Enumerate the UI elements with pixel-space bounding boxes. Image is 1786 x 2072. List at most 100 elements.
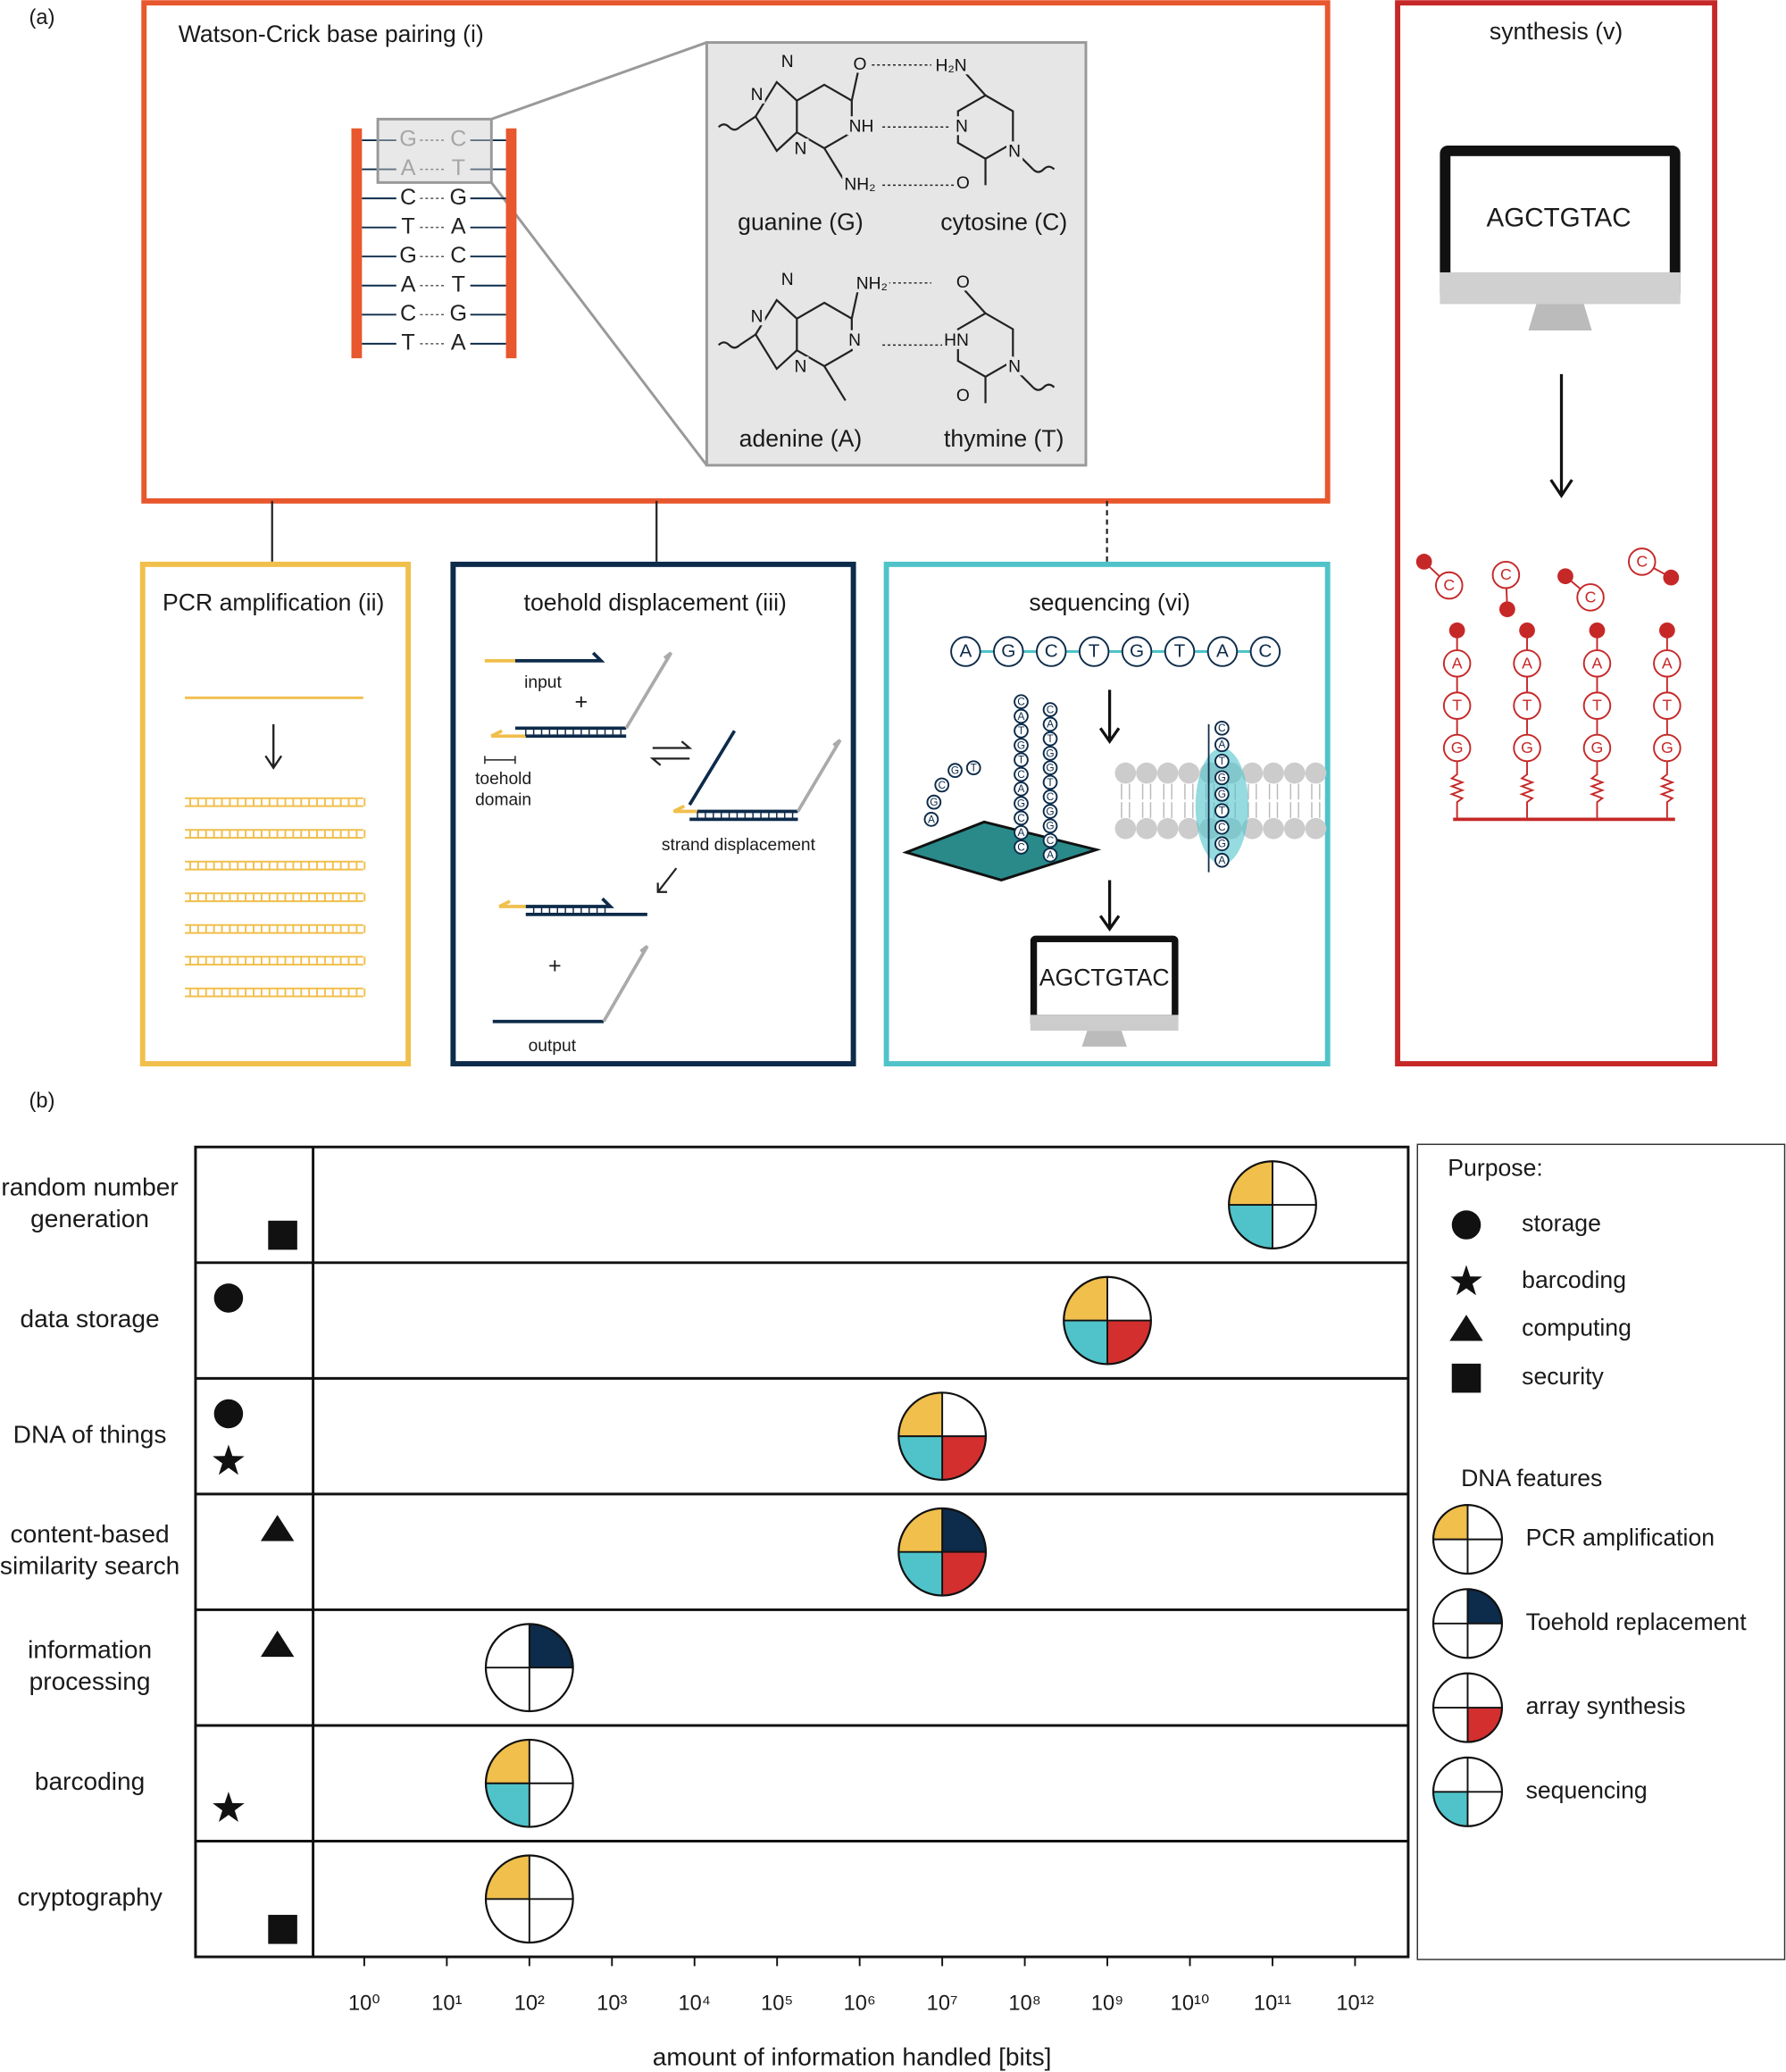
base-circle [1214, 753, 1230, 769]
bond [1012, 142, 1034, 171]
glyph [484, 1738, 574, 1828]
x-tick-label: 10⁴ [678, 1993, 710, 2016]
base-letter: T [1219, 805, 1225, 817]
base-letter: C [1047, 703, 1055, 715]
ladder: G CA TC GT AG CA TC GT A [362, 127, 506, 355]
glyph [897, 1391, 988, 1482]
base-letter: T [971, 762, 977, 774]
base-circle [1042, 746, 1058, 761]
base-letter: T [1219, 755, 1225, 767]
zoom-line [490, 41, 707, 121]
feature-quadrant [942, 1436, 986, 1480]
plot-frame [194, 1145, 1410, 1959]
feature-quadrant [898, 1392, 943, 1437]
legend-frame [1416, 1143, 1786, 1960]
row-label: random number generation [1, 1174, 178, 1233]
box-base-pairing [141, 0, 1331, 504]
legend-title: DNA features [1461, 1465, 1602, 1491]
base: C [400, 301, 416, 326]
base-letter: C [1017, 768, 1025, 781]
marker-square [268, 1220, 297, 1250]
x-tick-label: 10¹² [1336, 1993, 1373, 2016]
base-letter: C [938, 779, 946, 791]
legend-title: Purpose: [1448, 1154, 1543, 1181]
glyph [484, 1854, 574, 1944]
legend-label: array synthesis [1526, 1692, 1686, 1719]
base: A [401, 272, 416, 297]
x-tick-label: 10¹ [431, 1993, 462, 2016]
base-circle [1214, 737, 1230, 753]
feature-quadrant [1229, 1205, 1273, 1249]
base-circle [923, 812, 939, 827]
glyph-cross [486, 1739, 573, 1827]
x-axis-title: amount of information handled [bits] [653, 2043, 1052, 2070]
feature-quadrant [529, 1667, 573, 1712]
lipid-head [1305, 762, 1327, 784]
feature-quadrant [898, 1436, 943, 1480]
base-letter: G [930, 796, 938, 808]
base-circle [1214, 770, 1230, 786]
linker [1589, 634, 1606, 820]
bond [850, 68, 860, 101]
base-circle [1582, 691, 1612, 720]
base-circle [1435, 571, 1464, 600]
feature-quadrant [1467, 1623, 1502, 1658]
lipid-tail [1163, 802, 1173, 818]
base-circle [1014, 796, 1029, 812]
base-circle [1214, 786, 1230, 802]
base-circle [1014, 766, 1029, 782]
base-letter: G [1218, 772, 1226, 784]
base-circle [1042, 847, 1058, 863]
base-circle [1014, 810, 1029, 826]
feature-quadrant [1433, 1673, 1468, 1709]
dsdna [185, 987, 366, 998]
feature-quadrant [1467, 1539, 1502, 1575]
lipid-head [1283, 762, 1306, 784]
base-circle [1582, 733, 1612, 763]
glyph-cross [1229, 1161, 1316, 1249]
glyph-cross [898, 1508, 986, 1596]
base-circle [1042, 774, 1058, 790]
arrow [1549, 373, 1573, 498]
feature-quadrant [486, 1899, 530, 1943]
lipid-tail [1268, 802, 1279, 818]
legend-label: storage [1522, 1210, 1601, 1237]
base-circle [950, 636, 981, 667]
synthesis-strands: A T G A T G A T G A T G C C C C [1415, 547, 1682, 822]
bond [850, 287, 860, 319]
glyph-cross [1064, 1276, 1151, 1365]
base-letter: G [1046, 820, 1054, 832]
base-letter: A [1662, 654, 1673, 672]
zoom-line [490, 181, 708, 466]
lipid-tail [1163, 783, 1173, 800]
base-letter: T [1018, 724, 1024, 737]
base-circle [1214, 836, 1230, 852]
glyph [1228, 1160, 1317, 1249]
base-letter: G [1046, 762, 1054, 774]
base-letter: C [1218, 821, 1226, 833]
marker-star [1450, 1265, 1482, 1296]
feature-quadrant [486, 1667, 530, 1712]
bead [1415, 554, 1432, 570]
marker-square [1451, 1363, 1481, 1393]
wavy [1032, 165, 1056, 173]
base-letter: A [1216, 641, 1229, 662]
atom: NH [849, 117, 874, 136]
feature-quadrant [1433, 1792, 1468, 1826]
feature-quadrant [529, 1899, 573, 1943]
base-name: adenine (A) [739, 425, 863, 452]
feature-quadrant [1272, 1161, 1316, 1206]
base: A [451, 213, 466, 238]
bond [961, 286, 987, 314]
base-letter: C [1017, 696, 1025, 708]
box-synthesis [1395, 0, 1718, 1067]
arrow [1098, 880, 1121, 932]
base: C [450, 243, 466, 268]
marker-square [268, 1915, 297, 1944]
marker-star [213, 1444, 245, 1475]
box-toehold [450, 561, 856, 1067]
lipid-head [1178, 817, 1200, 840]
base-letter: T [1089, 641, 1100, 662]
